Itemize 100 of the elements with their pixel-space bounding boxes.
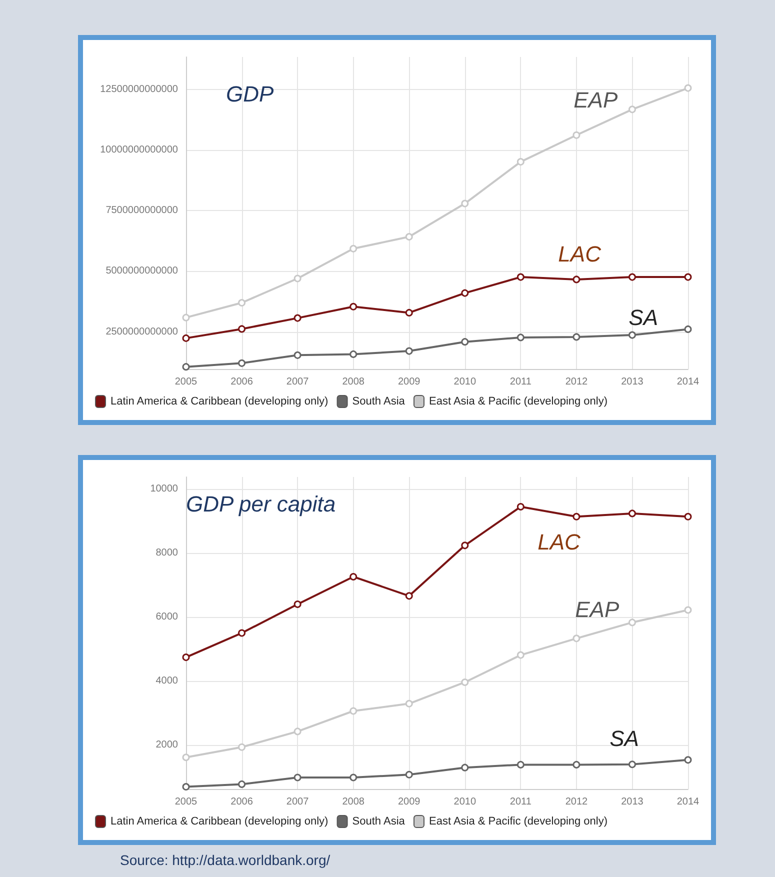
x-tick-label: 2005	[174, 376, 198, 388]
x-tick-label: 2013	[621, 796, 644, 808]
point	[516, 651, 524, 659]
point	[684, 606, 692, 614]
point	[461, 764, 469, 772]
point	[294, 351, 302, 359]
y-tick-label: 12500000000000	[100, 84, 178, 95]
point	[238, 299, 246, 307]
y-tick-label: 10000	[150, 484, 178, 495]
point	[461, 678, 469, 686]
point	[238, 780, 246, 788]
point	[628, 510, 636, 518]
y-tick-label: 10000000000000	[100, 144, 178, 156]
x-tick-label: 2013	[621, 376, 644, 388]
point	[350, 774, 358, 782]
legend-label: Latin America & Caribbean (developing only)	[110, 816, 328, 828]
point	[294, 274, 302, 282]
point	[294, 314, 302, 322]
x-tick-label: 2007	[286, 376, 310, 388]
point	[684, 84, 692, 92]
point	[350, 707, 358, 715]
annotation: LAC	[538, 529, 580, 554]
point	[405, 592, 413, 600]
point	[182, 754, 190, 762]
x-tick-label: 2012	[565, 376, 588, 388]
y-tick-label: 2500000000000	[106, 326, 178, 338]
y-tick-label: 7500000000000	[106, 205, 178, 216]
point	[182, 654, 190, 662]
x-tick-label: 2005	[174, 796, 198, 808]
y-tick-label: 8000	[156, 548, 178, 559]
point	[182, 314, 190, 322]
point	[628, 760, 636, 768]
annotation: SA	[610, 726, 639, 751]
y-tick-label: 6000	[156, 612, 178, 623]
annotation: LAC	[558, 241, 602, 266]
point	[628, 106, 636, 114]
x-tick-label: 2011	[510, 796, 532, 808]
point	[684, 512, 692, 520]
text: GDP	[226, 82, 274, 106]
point	[294, 600, 302, 608]
x-tick-label: 2008	[342, 376, 365, 388]
x-tick-label: 2014	[676, 376, 700, 388]
point	[405, 233, 413, 241]
source-note: Source: http://data.worldbank.org/	[120, 852, 330, 868]
point	[572, 634, 580, 642]
point	[182, 783, 190, 791]
point	[350, 302, 358, 310]
point	[405, 770, 413, 778]
y-tick-label: 2000	[156, 739, 178, 750]
x-tick-label: 2010	[454, 796, 476, 808]
annotation: EAP	[574, 88, 618, 113]
point	[350, 244, 358, 252]
point	[461, 542, 469, 550]
point	[516, 502, 524, 510]
point	[684, 756, 692, 764]
legend-label: East Asia & Pacific (developing only)	[428, 816, 608, 828]
legend-label: South Asia	[352, 396, 406, 408]
point	[405, 700, 413, 708]
x-tick-label: 2012	[565, 796, 588, 808]
annotation: SA	[628, 305, 658, 330]
point	[238, 743, 246, 751]
x-tick-label: 2009	[398, 796, 421, 808]
point	[572, 512, 580, 520]
point	[516, 760, 524, 768]
point	[405, 347, 413, 355]
annotation: EAP	[575, 597, 620, 622]
point	[516, 158, 524, 166]
point	[182, 363, 190, 371]
point	[350, 572, 358, 580]
text: GDP per capita	[186, 492, 336, 516]
point	[461, 200, 469, 208]
legend-label: Latin America & Caribbean (developing only)	[110, 396, 328, 408]
y-tick-label: 4000	[156, 675, 178, 686]
x-tick-label: 2010	[454, 376, 476, 388]
x-tick-label: 2008	[342, 796, 365, 808]
x-tick-label: 2006	[230, 796, 254, 808]
point	[294, 774, 302, 782]
legend-label: South Asia	[352, 816, 406, 828]
point	[572, 333, 580, 341]
point	[516, 273, 524, 281]
x-tick-label: 2007	[286, 796, 310, 808]
point	[238, 359, 246, 367]
point	[238, 629, 246, 637]
x-tick-label: 2011	[510, 376, 532, 388]
point	[628, 331, 636, 339]
point	[182, 334, 190, 342]
x-tick-label: 2006	[230, 376, 254, 388]
point	[628, 618, 636, 626]
y-tick-label: 5000000000000	[106, 266, 178, 277]
x-tick-label: 2009	[398, 376, 421, 388]
point	[572, 760, 580, 768]
legend-label: East Asia & Pacific (developing only)	[428, 396, 608, 408]
x-tick-label: 2014	[676, 796, 700, 808]
point	[461, 338, 469, 346]
point	[350, 350, 358, 358]
point	[238, 325, 246, 333]
point	[461, 289, 469, 297]
point	[294, 728, 302, 736]
point	[684, 325, 692, 333]
point	[405, 308, 413, 316]
